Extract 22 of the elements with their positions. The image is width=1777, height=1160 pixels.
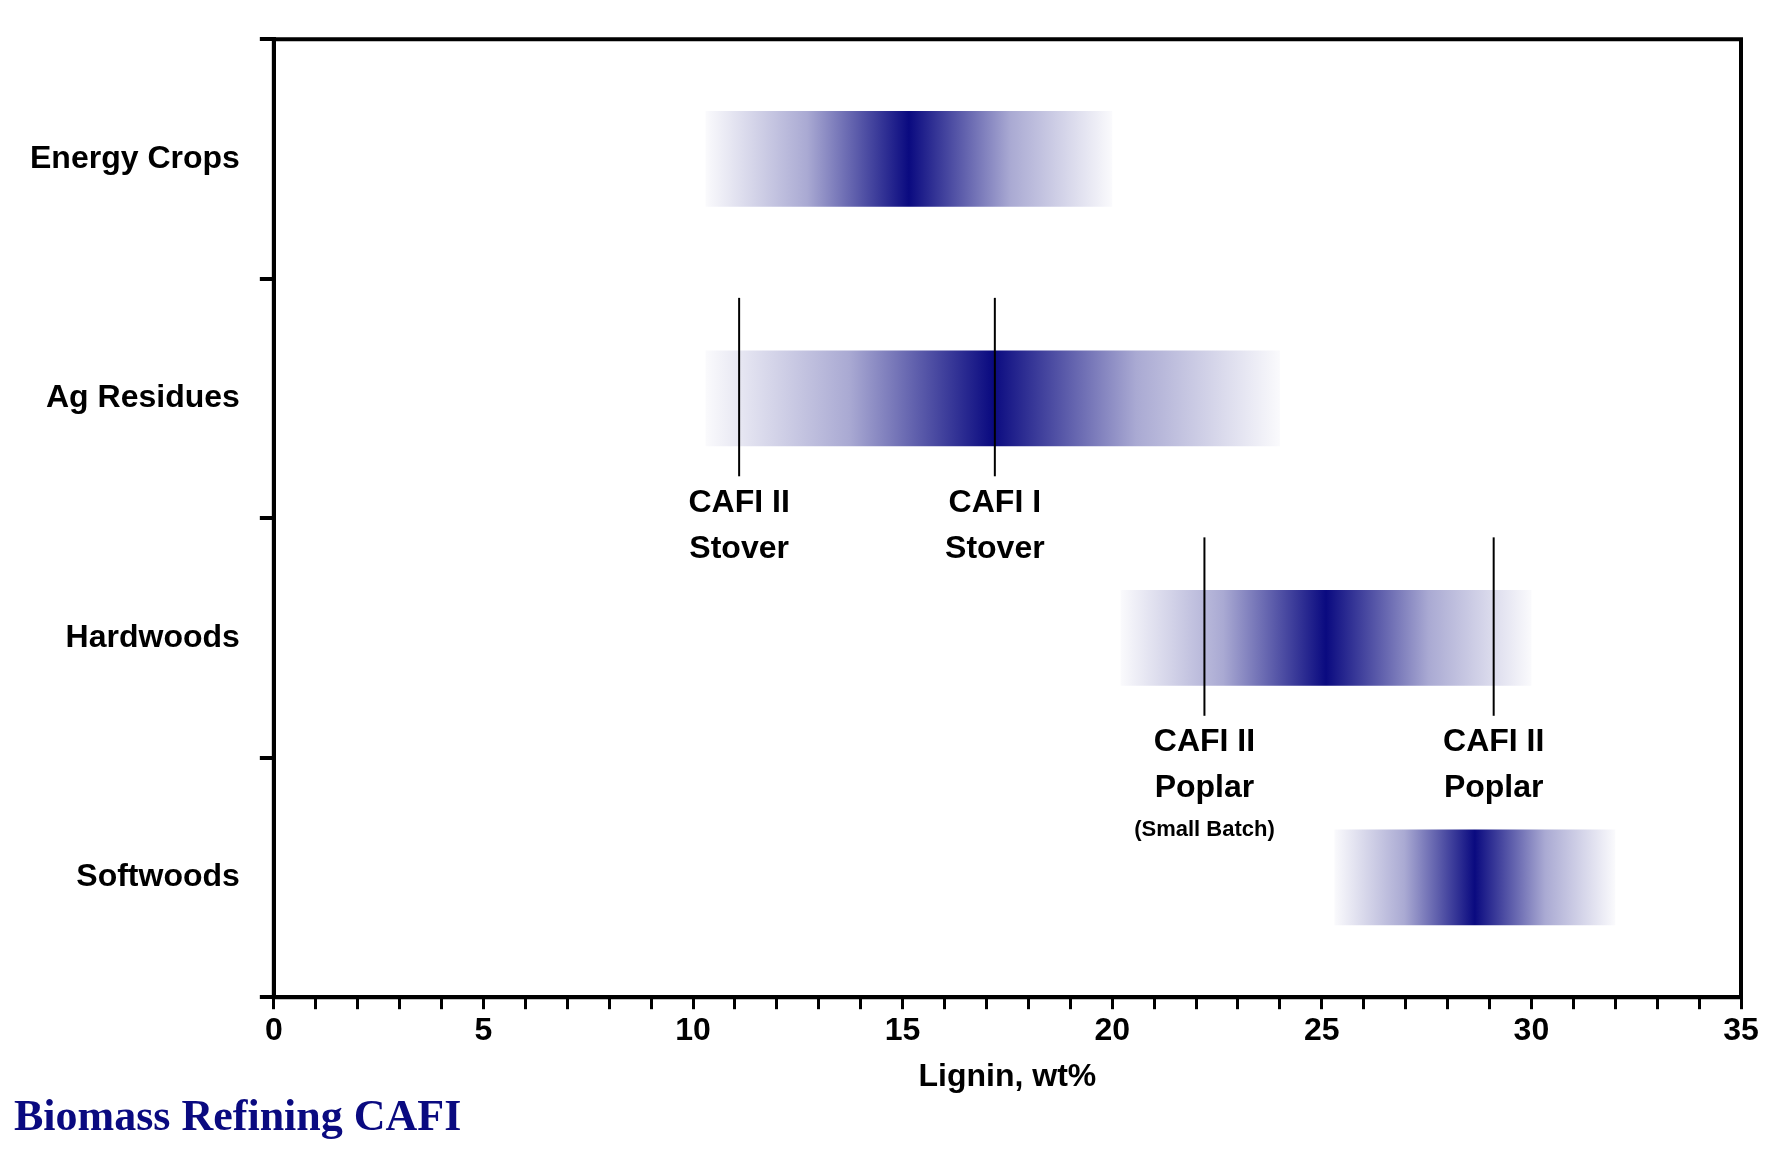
x-tick-label: 30 xyxy=(1513,1011,1550,1048)
x-tick-label: 15 xyxy=(884,1011,921,1048)
y-tick-label: Hardwoods xyxy=(65,617,240,654)
ref-line-label: CAFI II Stover xyxy=(688,482,790,565)
y-tick-label: Softwoods xyxy=(76,857,240,894)
x-tick-label: 35 xyxy=(1723,1011,1759,1048)
x-tick-label: 25 xyxy=(1304,1011,1340,1048)
y-tick-label: Energy Crops xyxy=(30,138,240,175)
x-tick-label: 0 xyxy=(264,1011,283,1048)
x-tick-label: 5 xyxy=(474,1011,493,1048)
bar xyxy=(705,111,1113,207)
bar xyxy=(705,350,1280,447)
x-tick-label: 20 xyxy=(1094,1011,1131,1048)
ref-line-label: CAFI II Poplar (Small Batch) xyxy=(1134,722,1275,841)
bar xyxy=(1334,829,1616,926)
x-axis-title: Lignin, wt% xyxy=(918,1056,1097,1093)
x-tick-label: 10 xyxy=(675,1011,711,1048)
y-tick-label: Ag Residues xyxy=(46,378,240,415)
ref-line-label: CAFI I Stover xyxy=(945,482,1045,565)
text: Biomass Refining CAFI xyxy=(14,1090,462,1141)
ref-line-label: CAFI II Poplar xyxy=(1443,722,1545,805)
bar xyxy=(1120,590,1532,686)
